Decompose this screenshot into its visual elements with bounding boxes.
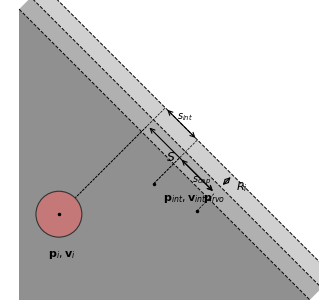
Polygon shape: [31, 0, 332, 288]
Text: $R_i$: $R_i$: [236, 180, 248, 194]
Circle shape: [36, 191, 82, 237]
Text: $\mathbf{p}_{rvo}$: $\mathbf{p}_{rvo}$: [203, 193, 225, 205]
Polygon shape: [19, 0, 322, 300]
Polygon shape: [19, 9, 310, 300]
Text: $s_{int}$: $s_{int}$: [177, 111, 193, 123]
Text: $\mathbf{p}_i, \mathbf{v}_i$: $\mathbf{p}_i, \mathbf{v}_i$: [48, 249, 76, 261]
Text: $\mathbf{p}_{int}, \mathbf{v}_{int}$: $\mathbf{p}_{int}, \mathbf{v}_{int}$: [163, 193, 207, 205]
Text: $S$: $S$: [166, 151, 175, 164]
Text: $s_{cap}$: $s_{cap}$: [192, 175, 210, 187]
